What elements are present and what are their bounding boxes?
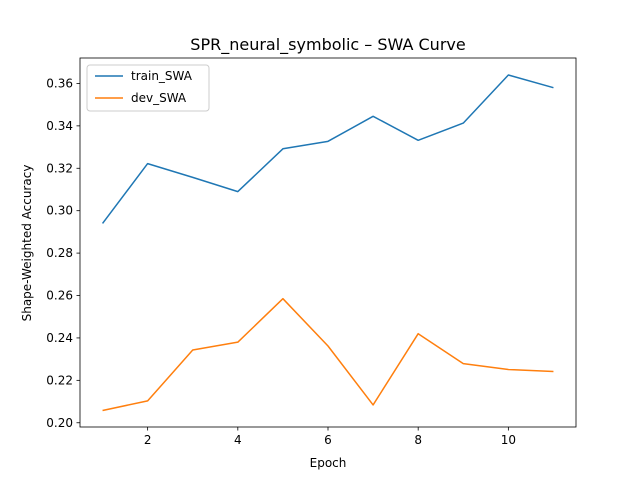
legend-label-1: dev_SWA — [131, 91, 187, 105]
y-tick-label: 0.28 — [46, 246, 73, 260]
y-tick-label: 0.26 — [46, 289, 73, 303]
y-tick-label: 0.32 — [46, 161, 73, 175]
y-axis-label: Shape-Weighted Accuracy — [20, 165, 34, 322]
y-tick-label: 0.20 — [46, 416, 73, 430]
legend: train_SWA dev_SWA — [86, 64, 210, 112]
y-tick-label: 0.34 — [46, 119, 73, 133]
y-tick-label: 0.36 — [46, 76, 73, 90]
x-tick-label: 10 — [501, 433, 516, 447]
series-line-1 — [102, 297, 554, 412]
x-axis-label: Epoch — [310, 456, 347, 470]
x-tick-label: 6 — [324, 433, 332, 447]
series-line-0 — [101, 74, 554, 224]
x-tick-label: 4 — [234, 433, 242, 447]
chart-title: SPR_neural_symbolic – SWA Curve — [190, 35, 465, 55]
y-tick-label: 0.24 — [46, 331, 73, 345]
x-tick-label: 2 — [144, 433, 152, 447]
legend-label-0: train_SWA — [131, 69, 193, 83]
y-tick-label: 0.30 — [46, 204, 73, 218]
y-tick-label: 0.22 — [46, 373, 73, 387]
plot-area: 2 4 6 8 10 0.20 0.22 0.24 0.26 0.28 0.30 0.32 0.34 0.… — [46, 57, 577, 447]
x-tick-label: 8 — [414, 433, 422, 447]
